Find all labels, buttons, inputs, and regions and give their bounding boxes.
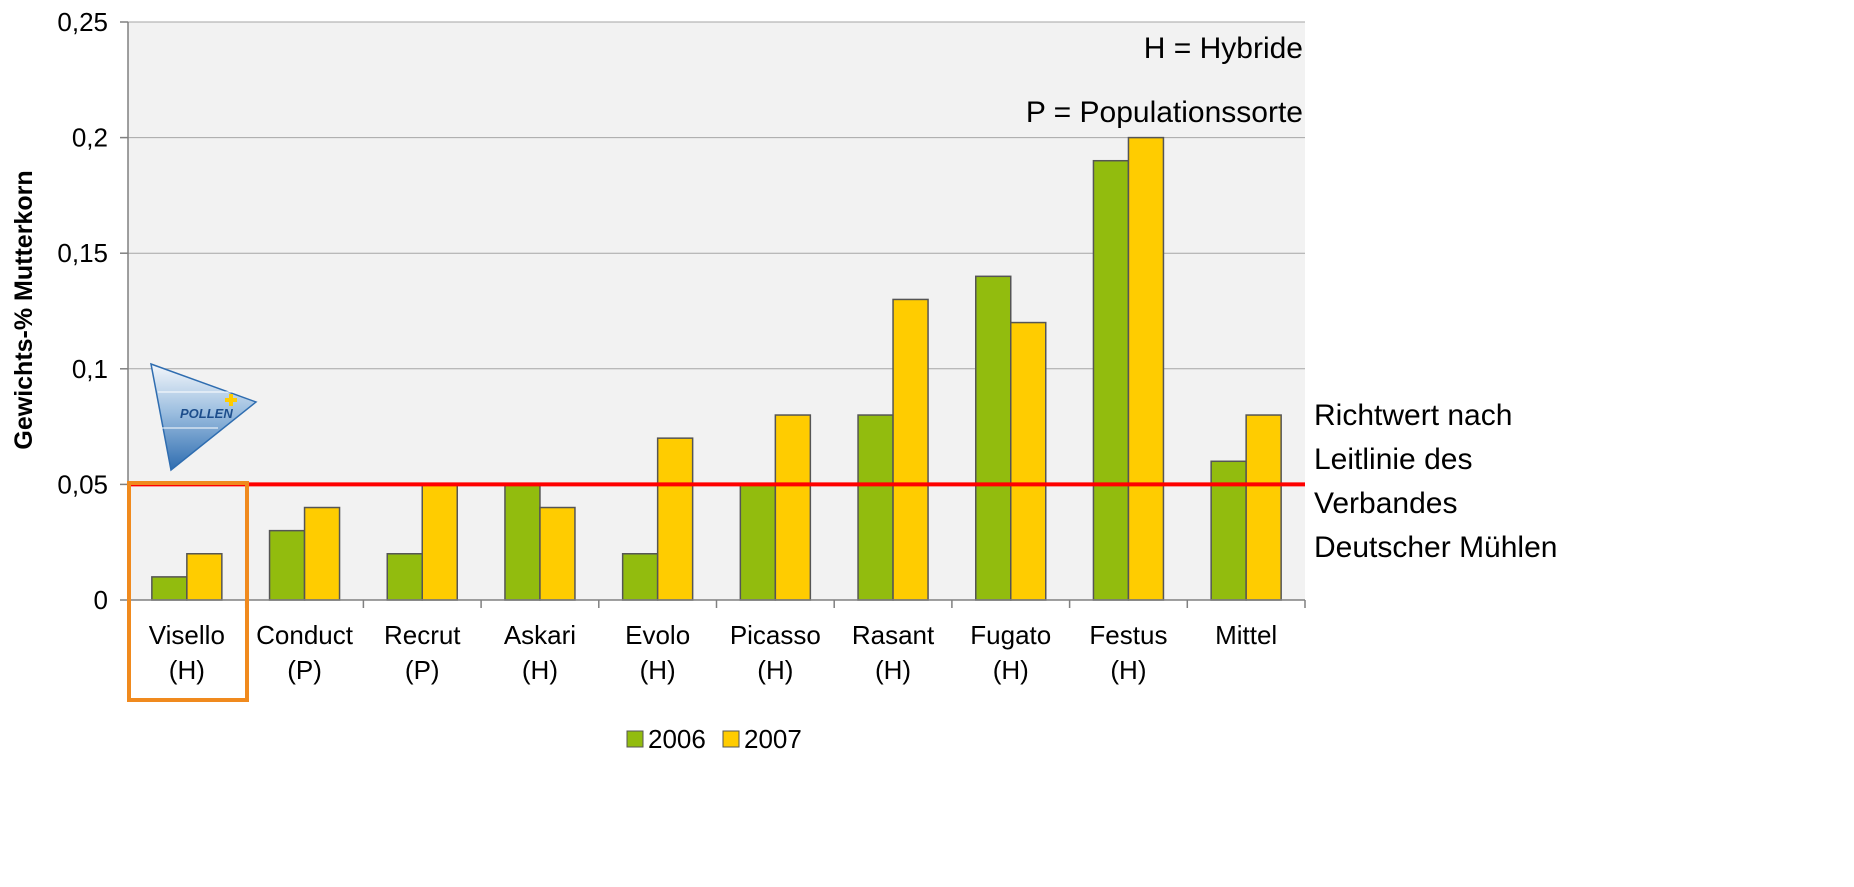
logo-text: POLLEN (180, 406, 233, 421)
annotation-hybride: H = Hybride (1144, 32, 1303, 65)
y-tick-label: 0,2 (72, 123, 108, 153)
y-tick-label: 0,1 (72, 354, 108, 384)
legend-swatch-2007 (722, 730, 740, 748)
x-category-label: Festus (1089, 620, 1167, 650)
x-category-label: Visello (149, 620, 225, 650)
legend-swatch-2006 (626, 730, 644, 748)
y-tick-label: 0,25 (57, 7, 108, 37)
bar-2007 (303, 506, 341, 601)
bar-2007 (186, 553, 223, 601)
y-tick-label: 0,15 (57, 238, 108, 268)
pollen-logo: POLLEN (150, 362, 258, 472)
x-category-type: (H) (1110, 655, 1146, 685)
x-category-label: Recrut (384, 620, 461, 650)
bar-2006 (386, 553, 423, 601)
bar-2006 (739, 483, 777, 601)
x-category-label: Mittel (1215, 620, 1277, 650)
bar-2006 (504, 483, 541, 601)
legend: 2006 2007 (626, 724, 802, 754)
bar-2006 (1210, 460, 1247, 601)
x-axis-categories: Visello (H) Conduct (P) Recrut (P) Askari (H) Ev… (149, 620, 1277, 685)
x-category-type: (H) (169, 655, 205, 685)
legend-label-2007: 2007 (744, 724, 802, 754)
x-category-type: (H) (757, 655, 793, 685)
bar-2006 (151, 576, 188, 601)
x-category-label: Rasant (852, 620, 935, 650)
x-category-type: (H) (640, 655, 676, 685)
bar-2006 (975, 275, 1012, 601)
x-category-label: Fugato (970, 620, 1051, 650)
legend-label-2006: 2006 (648, 724, 706, 754)
bar-2006 (1092, 159, 1130, 601)
x-category-label: Conduct (256, 620, 354, 650)
y-tick-label: 0,05 (57, 469, 108, 499)
x-category-label: Askari (504, 620, 576, 650)
x-category-type: (H) (993, 655, 1029, 685)
bar-2007 (539, 506, 576, 601)
highlight-box (127, 481, 249, 702)
annotation-populationssorte: P = Populationssorte (1026, 96, 1303, 129)
bar-2007 (656, 437, 694, 601)
bar-2007 (774, 414, 812, 601)
y-tick-label: 0 (94, 585, 108, 615)
x-category-type: (H) (522, 655, 558, 685)
bar-2006 (268, 529, 306, 601)
reference-label-line-2: Leitlinie des (1314, 443, 1472, 476)
reference-label-line-1: Richtwert nach (1314, 399, 1512, 432)
x-category-label: Evolo (625, 620, 690, 650)
bar-2007 (421, 483, 458, 601)
x-category-type: (P) (287, 655, 322, 685)
x-category-type: (P) (405, 655, 440, 685)
bar-2006 (857, 414, 894, 601)
y-axis-label: Gewichts-% Mutterkorn (10, 170, 38, 449)
bars (151, 136, 1282, 601)
bar-2007 (1127, 136, 1165, 601)
bar-2007 (892, 298, 929, 601)
y-axis-ticks: 0 0,05 0,1 0,15 0,2 0,25 (57, 7, 128, 615)
x-category-type: (H) (875, 655, 911, 685)
bar-2006 (621, 553, 659, 601)
reference-label-line-3: Verbandes (1314, 487, 1457, 520)
bar-2007 (1010, 321, 1047, 601)
reference-label-line-4: Deutscher Mühlen (1314, 531, 1557, 564)
x-category-label: Picasso (730, 620, 821, 650)
bar-2007 (1245, 414, 1282, 601)
